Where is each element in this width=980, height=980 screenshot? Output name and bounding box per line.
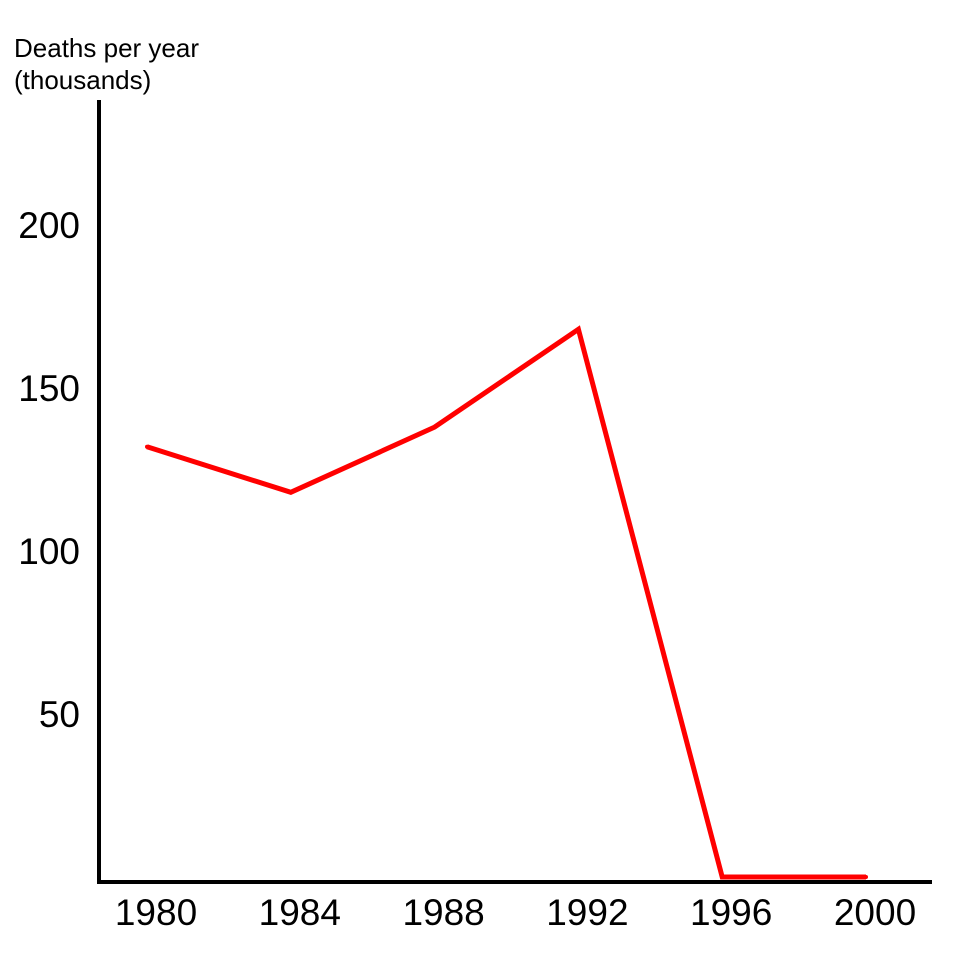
data-point	[720, 875, 725, 879]
data-point	[432, 425, 437, 430]
x-tick-label: 2000	[834, 892, 916, 933]
x-tick-label: 1980	[115, 892, 197, 933]
series-layer	[145, 325, 868, 880]
x-tick-label: 1996	[690, 892, 772, 933]
data-point	[288, 490, 293, 495]
x-tick-labels: 1980 1984 1988 1992 1996 2000	[115, 892, 916, 933]
y-tick-label: 50	[39, 694, 80, 735]
y-tick-label: 150	[18, 368, 80, 409]
y-axis-label-line-1: Deaths per year	[14, 33, 199, 63]
x-tick-label: 1992	[546, 892, 628, 933]
data-point	[864, 875, 868, 879]
y-tick-labels: 50 100 150 200	[18, 205, 80, 735]
x-tick-label: 1984	[259, 892, 341, 933]
data-point	[576, 327, 581, 332]
y-tick-label: 200	[18, 205, 80, 246]
series-line	[146, 325, 866, 880]
x-tick-label: 1988	[402, 892, 484, 933]
y-axis-label-line-2: (thousands)	[14, 65, 151, 95]
data-point	[145, 444, 149, 449]
y-tick-label: 100	[18, 531, 80, 572]
